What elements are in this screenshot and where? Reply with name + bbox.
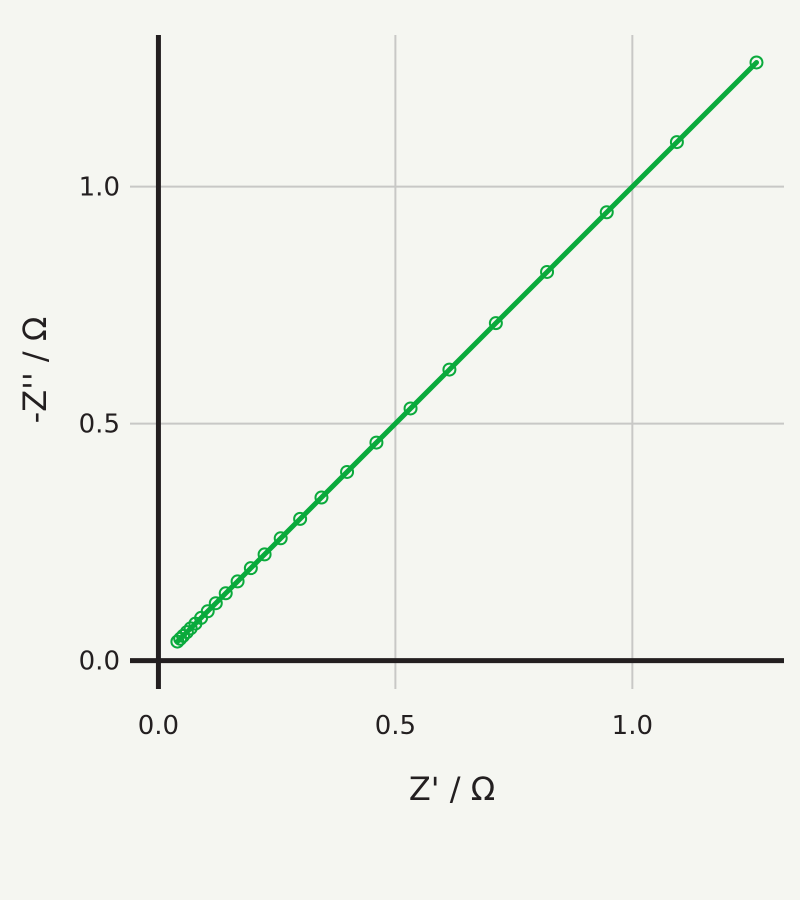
grid-lines [130, 35, 784, 689]
data-point [403, 401, 418, 416]
tick-labels: 0.0 0.5 1.0 0.0 0.5 1.0 [79, 173, 653, 741]
data-point [749, 55, 764, 70]
data-point [340, 464, 355, 479]
data-point [183, 621, 198, 636]
data-point [176, 628, 191, 643]
data-point [293, 511, 308, 526]
data-point [442, 362, 457, 377]
x-tick-label: 0.5 [375, 711, 416, 741]
data-point [488, 316, 503, 331]
series-line [174, 59, 760, 645]
x-axis-title: Z' / Ω [409, 770, 495, 808]
data-point [599, 205, 614, 220]
x-tick-label: 0.0 [138, 711, 179, 741]
y-tick-label: 1.0 [79, 173, 120, 203]
data-point [200, 604, 215, 619]
data-point [669, 135, 684, 150]
y-tick-label: 0.0 [79, 647, 120, 677]
data-point [314, 490, 329, 505]
data-point [218, 586, 233, 601]
data-point [257, 547, 272, 562]
axes [130, 35, 784, 689]
data-point [369, 435, 384, 450]
data-point [230, 574, 245, 589]
x-tick-label: 1.0 [612, 711, 653, 741]
data-point [243, 561, 258, 576]
series-group [170, 55, 764, 649]
data-point [540, 264, 555, 279]
data-point [208, 596, 223, 611]
data-point [273, 531, 288, 546]
y-tick-label: 0.5 [79, 410, 120, 440]
data-point [179, 625, 194, 640]
y-axis-title: -Z'' / Ω [16, 317, 54, 424]
